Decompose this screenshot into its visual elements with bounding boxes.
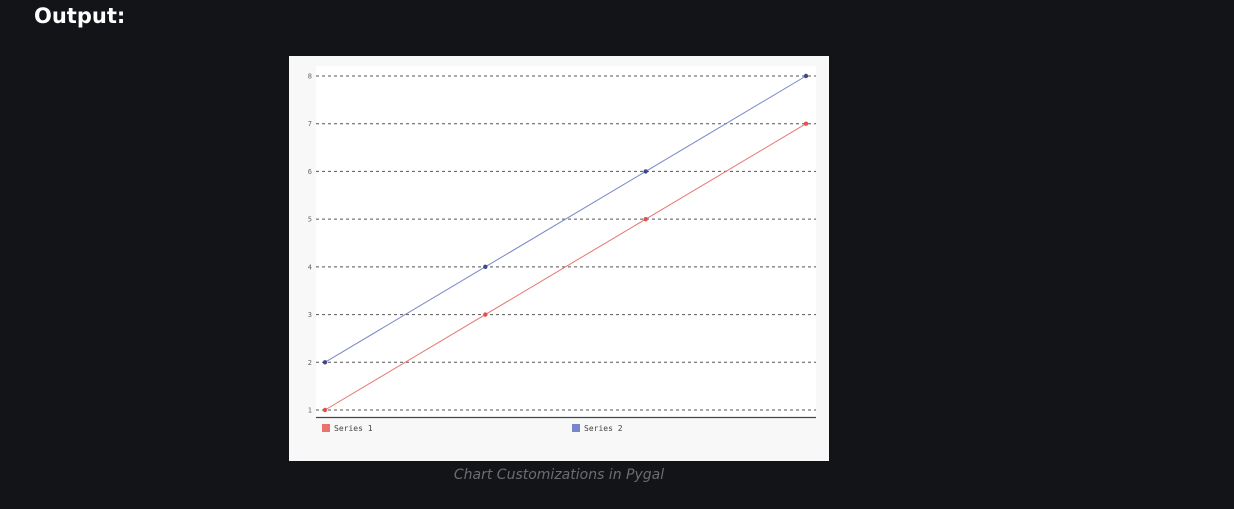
data-point — [483, 312, 488, 317]
legend-label: Series 2 — [584, 424, 623, 433]
figure-caption: Chart Customizations in Pygal — [453, 467, 665, 483]
data-point — [643, 169, 648, 174]
line-chart: 1 2 3 4 5 6 7 8 Series 1 Series 2 — [289, 56, 829, 461]
y-tick-label: 1 — [308, 407, 312, 415]
y-tick-label: 6 — [308, 168, 312, 176]
data-point — [803, 121, 809, 126]
legend: Series 1 Series 2 — [322, 424, 623, 433]
plot-background — [316, 66, 816, 418]
figure-caption-container: Chart Customizations in Pygal — [0, 467, 1118, 483]
grid-layer — [316, 75, 816, 411]
data-point — [322, 360, 328, 365]
y-tick-label: 2 — [308, 359, 312, 367]
series-line — [324, 123, 807, 411]
legend-label: Series 1 — [334, 424, 373, 433]
legend-swatch — [322, 424, 330, 432]
y-tick-label: 5 — [308, 216, 312, 224]
y-tick-label: 7 — [308, 120, 312, 128]
legend-swatch — [572, 424, 580, 432]
data-point — [643, 216, 648, 222]
y-tick-label: 8 — [308, 73, 312, 81]
data-point — [483, 264, 488, 270]
data-point — [322, 407, 328, 413]
y-tick-labels: 1 2 3 4 5 6 7 8 — [308, 73, 312, 415]
series-layer — [322, 73, 809, 413]
chart-figure: 1 2 3 4 5 6 7 8 Series 1 Series 2 — [289, 56, 829, 461]
data-point — [803, 73, 809, 79]
y-tick-label: 3 — [308, 311, 312, 319]
y-tick-label: 4 — [308, 263, 312, 271]
output-heading: Output: — [34, 4, 126, 28]
series-line — [324, 75, 807, 363]
